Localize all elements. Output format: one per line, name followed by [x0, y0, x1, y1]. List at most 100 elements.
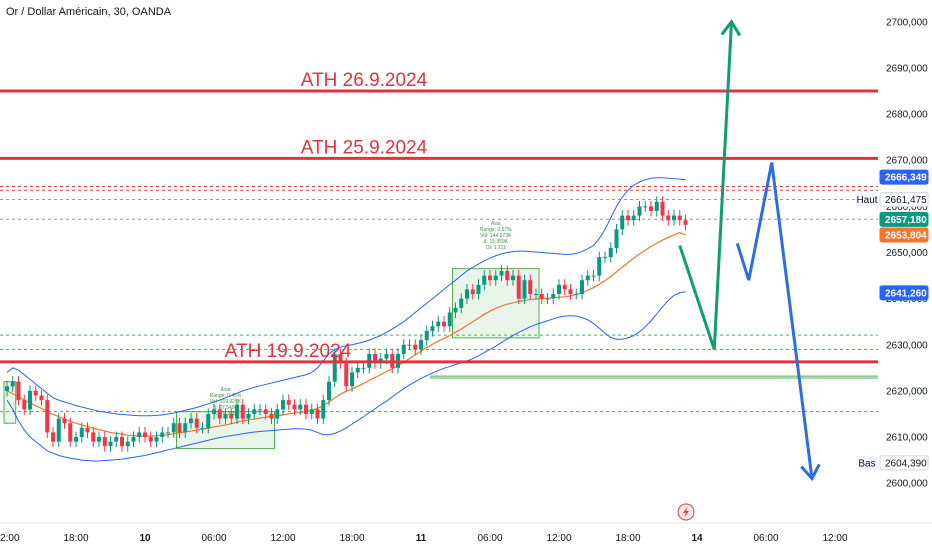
zone-note: Δ: 15.959K	[483, 239, 508, 245]
side-label-box	[856, 192, 878, 207]
y-tick-label: 2630,000	[886, 340, 928, 351]
candle-body	[401, 344, 406, 354]
candle-body	[39, 395, 44, 401]
candle-body	[493, 275, 498, 281]
side-label: Bas	[858, 458, 875, 469]
zone-note: Asia	[491, 221, 501, 227]
price-tag[interactable]: 2657,180	[879, 211, 929, 227]
candle-body	[240, 404, 245, 419]
candle-body	[539, 294, 544, 299]
price-tag-box	[879, 285, 929, 301]
x-tick-label: 12:00	[0, 533, 20, 544]
side-label-box	[856, 455, 878, 470]
candle-body	[631, 215, 636, 221]
candle-body	[361, 367, 366, 369]
candle-body	[424, 330, 429, 341]
candle-body	[97, 437, 101, 442]
candle-body	[189, 418, 193, 424]
candle-body	[683, 220, 688, 225]
candle-body	[643, 206, 648, 208]
candle-body	[258, 409, 262, 411]
ath-label: ATH 26.9.2024	[301, 70, 428, 91]
price-tag[interactable]: 2666,349	[879, 169, 929, 185]
candle-body	[148, 437, 153, 442]
candle-body	[447, 312, 452, 327]
y-tick-label: 2650,000	[886, 248, 928, 259]
candle-body	[252, 409, 257, 414]
price-tag-label: 2604,390	[885, 458, 927, 469]
candle-body	[5, 386, 9, 391]
zone-note: Δ: 37.549K	[213, 405, 238, 411]
candle-body	[223, 413, 228, 419]
candle-body	[235, 404, 239, 419]
candle-body	[574, 294, 579, 296]
price-tag[interactable]: 2661,475 Haut	[856, 192, 929, 208]
bullish-scenario-arrow-arrowhead	[720, 19, 742, 37]
price-tag[interactable]: 2641,260	[879, 285, 929, 301]
candle-body	[120, 437, 124, 447]
candle-body	[171, 423, 176, 433]
candle-body	[166, 432, 170, 434]
candle-body	[384, 353, 389, 359]
candle-body	[568, 289, 573, 295]
candle-body	[666, 215, 671, 221]
candle-body	[660, 201, 665, 216]
candle-body	[608, 247, 613, 258]
side-label: Haut	[856, 195, 877, 206]
candle-body	[304, 404, 308, 414]
candle-body	[350, 372, 354, 387]
candle-body	[430, 326, 435, 331]
ema-line	[6, 232, 686, 437]
candle-body	[332, 353, 337, 382]
candle-body	[327, 381, 331, 401]
candle-body	[528, 280, 533, 295]
candle-body	[102, 437, 107, 447]
candle-body	[217, 409, 222, 419]
candle-body	[275, 409, 280, 419]
price-tag[interactable]: 2653,804	[879, 227, 929, 243]
ath-label: ATH 25.9.2024	[301, 137, 428, 158]
candle-body	[16, 381, 21, 401]
y-tick-label: 2700,000	[886, 17, 928, 28]
candle-body	[620, 215, 625, 230]
y-tick-label: 2690,000	[886, 63, 928, 74]
y-tick-label: 2620,000	[886, 386, 928, 397]
x-tick-label: 18:00	[615, 533, 640, 544]
candle-body	[286, 400, 291, 405]
x-tick-label: 10	[139, 533, 151, 544]
price-tag-box	[879, 169, 929, 185]
bollinger-lower-line	[6, 291, 686, 462]
x-tick-label: 11	[416, 533, 427, 544]
candle-body	[355, 367, 360, 373]
candle-body	[56, 418, 61, 442]
candle-body	[108, 441, 113, 447]
candle-body	[200, 427, 205, 429]
candle-body	[194, 418, 199, 428]
candle-body	[413, 344, 418, 350]
candle-body	[160, 432, 165, 438]
candle-body	[511, 275, 515, 281]
candle-body	[453, 307, 458, 313]
price-tag-label: 2661,475	[885, 195, 927, 206]
candle-body	[154, 437, 159, 442]
candle-body	[499, 270, 504, 276]
zone-note: Vol: 144.073K	[480, 233, 512, 239]
lightning-icon-glyph	[683, 506, 689, 518]
candle-body	[488, 275, 492, 281]
price-tag-box	[879, 192, 929, 208]
y-tick-label: 2610,000	[886, 433, 928, 444]
x-tick-label: 12:00	[822, 533, 847, 544]
candle-body	[74, 437, 78, 442]
candle-body	[114, 437, 119, 442]
candle-body	[10, 381, 15, 387]
x-tick-label: 18:00	[63, 533, 88, 544]
candle-body	[125, 441, 130, 447]
price-tag[interactable]: 2604,390 Bas	[856, 455, 929, 471]
candle-body	[677, 215, 682, 221]
candle-body	[373, 353, 377, 364]
candle-body	[321, 400, 326, 419]
candle-body	[534, 294, 538, 296]
bearish-scenario-arrow	[735, 162, 814, 479]
candle-body	[551, 294, 556, 299]
